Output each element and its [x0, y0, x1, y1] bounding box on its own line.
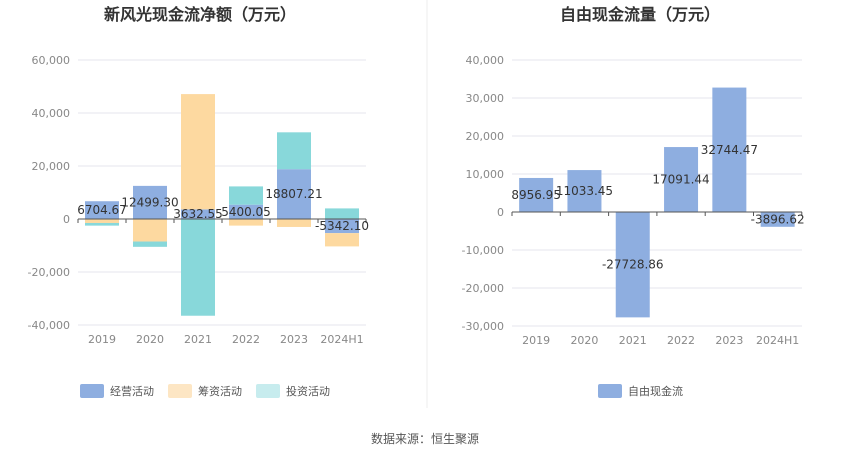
- y-tick-label: 40,000: [466, 54, 505, 67]
- bar: [277, 132, 311, 170]
- data-label: 5400.05: [221, 205, 271, 219]
- data-label: 17091.44: [652, 173, 709, 187]
- y-tick-label: -30,000: [462, 320, 504, 333]
- legend-label[interactable]: 筹资活动: [198, 384, 242, 398]
- y-tick-label: 30,000: [466, 92, 505, 105]
- bar: [133, 185, 167, 219]
- y-tick-label: 20,000: [32, 160, 71, 173]
- legend-label[interactable]: 投资活动: [286, 384, 330, 398]
- x-tick-label: 2019: [522, 334, 550, 347]
- y-tick-label: 60,000: [32, 54, 71, 67]
- y-tick-label: 40,000: [32, 107, 71, 120]
- bar: [519, 177, 554, 212]
- bar: [567, 170, 602, 212]
- data-label: -5342.10: [315, 219, 369, 233]
- data-label: -27728.86: [602, 258, 664, 272]
- x-tick-label: 2021: [619, 334, 647, 347]
- x-tick-label: 2020: [570, 334, 598, 347]
- y-tick-label: 0: [497, 206, 504, 219]
- x-tick-label: 2024H1: [320, 333, 363, 346]
- y-tick-label: -10,000: [462, 244, 504, 257]
- data-label: 8956.95: [511, 188, 561, 202]
- bar: [712, 87, 747, 212]
- legend-swatch[interactable]: [168, 384, 192, 398]
- y-tick-label: 20,000: [466, 130, 505, 143]
- legend-swatch[interactable]: [256, 384, 280, 398]
- bar: [229, 186, 263, 205]
- data-label: 3632.55: [173, 207, 223, 221]
- bar: [615, 212, 650, 318]
- bar: [133, 241, 167, 247]
- bar: [325, 208, 359, 219]
- bar: [277, 219, 311, 227]
- x-tick-label: 2023: [280, 333, 308, 346]
- bar: [325, 233, 359, 247]
- bar: [229, 219, 263, 226]
- data-label: 11033.45: [556, 184, 613, 198]
- data-label: 6704.67: [77, 203, 127, 217]
- y-tick-label: 10,000: [466, 168, 505, 181]
- bar: [325, 219, 359, 234]
- y-tick-label: -20,000: [28, 266, 70, 279]
- bar: [85, 219, 119, 223]
- data-label: 12499.30: [121, 195, 178, 209]
- data-label: 32744.47: [701, 143, 758, 157]
- chart-1: 新风光现金流净额（万元） -40,000 -20,000 0 20,000 40,000 6…: [28, 5, 369, 398]
- bar: [181, 94, 215, 210]
- bar: [760, 212, 795, 227]
- y-tick-label: -20,000: [462, 282, 504, 295]
- legend-swatch[interactable]: [80, 384, 104, 398]
- data-label: -3896.62: [751, 212, 805, 226]
- x-tick-label: 2024H1: [756, 334, 799, 347]
- bar: [229, 204, 263, 219]
- y-tick-label: 0: [63, 213, 70, 226]
- chart-title: 新风光现金流净额（万元）: [104, 5, 296, 24]
- bar: [277, 169, 311, 219]
- legend-label[interactable]: 自由现金流: [628, 384, 683, 398]
- x-tick-label: 2023: [715, 334, 743, 347]
- chart-2: 自由现金流量（万元） -30,000 -20,000 -10,000 0 10,000 20…: [462, 5, 805, 398]
- legend-swatch[interactable]: [598, 384, 622, 398]
- bar: [181, 209, 215, 219]
- x-tick-label: 2022: [232, 333, 260, 346]
- bar: [664, 147, 699, 212]
- bar: [85, 201, 119, 219]
- bar: [181, 219, 215, 316]
- x-tick-label: 2021: [184, 333, 212, 346]
- source-note: 数据来源：恒生聚源: [371, 431, 479, 446]
- x-tick-label: 2019: [88, 333, 116, 346]
- data-label: 18807.21: [265, 187, 322, 201]
- x-tick-label: 2020: [136, 333, 164, 346]
- y-tick-label: -40,000: [28, 319, 70, 332]
- legend-label[interactable]: 经营活动: [110, 384, 154, 398]
- x-tick-label: 2022: [667, 334, 695, 347]
- bar: [133, 219, 167, 242]
- bar: [85, 222, 119, 226]
- chart-title: 自由现金流量（万元）: [560, 5, 720, 24]
